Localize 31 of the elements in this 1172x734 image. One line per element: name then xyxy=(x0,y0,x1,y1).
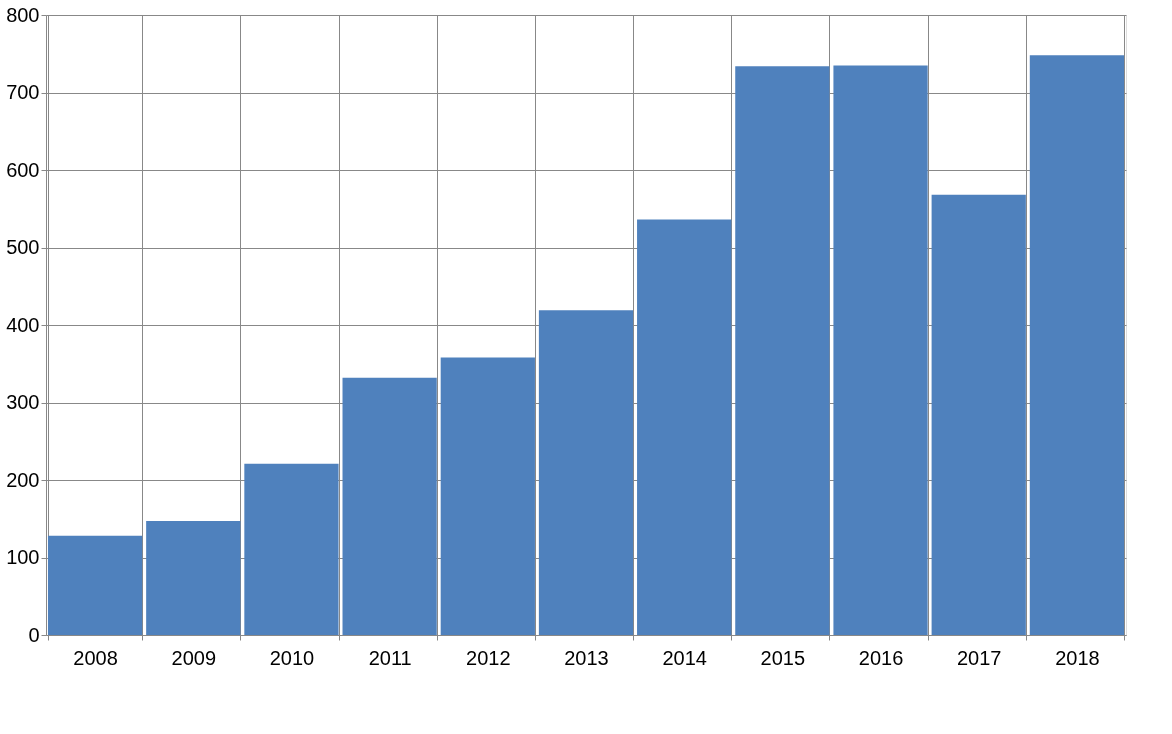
y-tick-label: 100 xyxy=(6,546,40,568)
y-tick-label: 0 xyxy=(28,623,40,646)
x-tick-label: 2008 xyxy=(73,646,118,669)
x-tick-label: 2009 xyxy=(171,646,217,669)
x-tick-label: 2014 xyxy=(662,646,707,669)
bar xyxy=(440,357,535,635)
bar xyxy=(735,66,830,635)
bar xyxy=(244,463,339,635)
bar xyxy=(538,310,634,635)
y-tick-label: 400 xyxy=(6,313,40,336)
bar xyxy=(146,521,241,635)
x-tick-label: 2013 xyxy=(564,646,609,669)
y-tick-label: 700 xyxy=(6,81,40,103)
y-tick-label: 200 xyxy=(6,468,40,491)
x-tick-label: 2015 xyxy=(760,646,806,669)
bar xyxy=(342,377,437,635)
y-tick-label: 600 xyxy=(6,158,40,181)
bar xyxy=(47,535,143,635)
bar xyxy=(931,194,1026,635)
bar xyxy=(637,219,732,635)
x-tick-label: 2017 xyxy=(956,646,1002,669)
y-tick-label: 800 xyxy=(6,3,40,26)
y-tick-label: 300 xyxy=(6,391,40,413)
x-tick-label: 2018 xyxy=(1055,646,1100,669)
x-tick-label: 2012 xyxy=(466,646,511,669)
bar xyxy=(833,65,928,635)
x-tick-label: 2011 xyxy=(368,646,412,669)
x-tick-label: 2016 xyxy=(858,646,904,669)
bar xyxy=(1029,55,1125,635)
y-tick-label: 500 xyxy=(6,236,40,258)
x-tick-label: 2010 xyxy=(269,646,315,669)
